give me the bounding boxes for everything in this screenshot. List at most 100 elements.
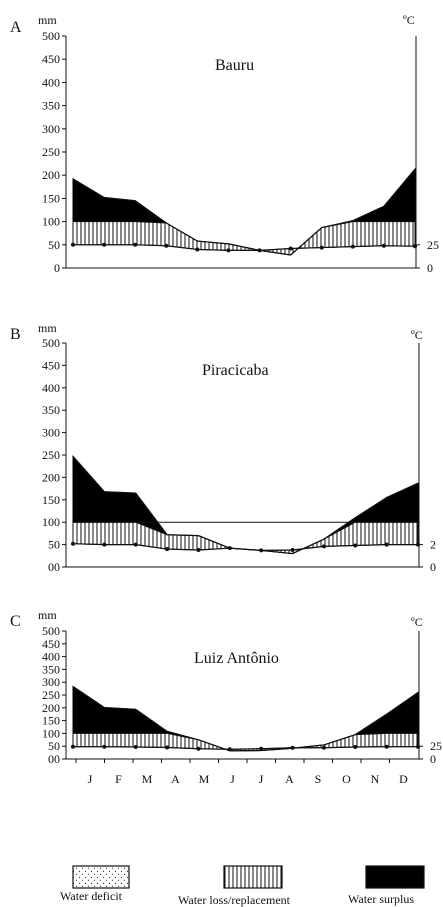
temperature-point (227, 546, 232, 551)
temperature-point (350, 244, 355, 249)
y-tick-label: 200 (42, 701, 60, 715)
temperature-point (71, 541, 75, 546)
month-label: D (399, 772, 408, 786)
right-tick-label: 25 (427, 238, 439, 252)
panel-luiz-antonio: C mm ºC Luiz Antônio 5004504003503002502… (10, 608, 442, 766)
right-tick-label: 25 (430, 739, 442, 753)
y-tick-label: 150 (42, 714, 60, 728)
right-tick-label: 0 (430, 752, 436, 766)
precipitation-line (72, 168, 416, 256)
temperature-point (416, 744, 420, 749)
temperature-point (384, 744, 389, 749)
y-tick-label: 100 (42, 215, 60, 229)
month-label: A (171, 772, 180, 786)
y-tick-label: 400 (42, 381, 60, 395)
unit-left-label: mm (38, 13, 57, 27)
y-tick-label: 50 (48, 739, 60, 753)
unit-left-label: mm (38, 321, 57, 335)
temperature-point (227, 747, 232, 752)
y-tick-label: 150 (42, 191, 60, 205)
temperature-point (164, 243, 169, 248)
month-label: J (230, 772, 235, 786)
temperature-point (353, 543, 358, 548)
temperature-point (288, 246, 293, 251)
temperature-point (133, 542, 138, 547)
temperature-point (319, 245, 324, 250)
legend-swatch-deficit (72, 865, 130, 889)
temperature-point (102, 744, 107, 749)
temperature-point (353, 744, 358, 749)
right-axis-ticks: 25 0 (416, 238, 439, 275)
right-axis-ticks: 250 (419, 739, 442, 766)
station-title: Luiz Antônio (194, 650, 279, 667)
temperature-point (259, 548, 264, 553)
y-tick-label: 350 (42, 403, 60, 417)
unit-right-label: ºC (411, 615, 423, 629)
temperature-point (290, 745, 295, 750)
unit-left-label: mm (38, 608, 57, 622)
y-tick-label: 450 (42, 52, 60, 66)
station-title: Piracicaba (202, 362, 269, 379)
month-label: J (259, 772, 264, 786)
y-tick-label: 50 (48, 538, 60, 552)
y-tick-label: 300 (42, 426, 60, 440)
y-tick-label: 50 (48, 238, 60, 252)
temperature-point (259, 746, 264, 751)
y-tick-label: 00 (48, 560, 60, 574)
y-tick-label: 500 (42, 624, 60, 638)
panel-letter: A (10, 19, 22, 36)
unit-right-label: ºC (411, 328, 423, 342)
temperature-point (71, 242, 75, 247)
temperature-point (196, 547, 201, 552)
temperature-point (133, 744, 138, 749)
legend-swatch-surplus (365, 865, 425, 889)
temperature-point (226, 248, 231, 253)
panel-letter: C (10, 613, 21, 630)
y-tick-label: 200 (42, 168, 60, 182)
legend-label-loss: Water loss/replacement (178, 893, 291, 907)
right-tick-label: 2 (430, 538, 436, 552)
y-tick-label: 0 (54, 261, 60, 275)
legend-swatch-loss (223, 865, 283, 889)
right-tick-label: 0 (430, 560, 436, 574)
month-label: S (315, 772, 322, 786)
y-tick-label: 150 (42, 493, 60, 507)
temperature-point (413, 244, 417, 249)
month-label: M (199, 772, 210, 786)
temperature-line (73, 746, 418, 750)
y-tick-label: 250 (42, 145, 60, 159)
month-label: A (285, 772, 294, 786)
y-tick-label: 250 (42, 448, 60, 462)
month-label: J (88, 772, 93, 786)
plot-area (66, 685, 420, 760)
y-tick-label: 300 (42, 675, 60, 689)
temperature-point (416, 542, 420, 547)
month-label: M (142, 772, 153, 786)
temperature-point (165, 547, 170, 552)
temperature-point (381, 243, 386, 248)
temperature-point (102, 542, 107, 547)
temperature-point (196, 746, 201, 751)
temperature-point (257, 248, 262, 253)
temperature-point (102, 242, 107, 247)
unit-right-label: ºC (403, 13, 415, 27)
y-tick-label: 100 (42, 515, 60, 529)
temperature-line (73, 244, 416, 251)
y-axis-ticks: 500 450 400 350 300 250 200 150 100 50 00 (42, 336, 420, 574)
plot-area (66, 167, 417, 269)
temperature-point (321, 544, 326, 549)
temperature-point (71, 744, 75, 749)
y-tick-label: 100 (42, 726, 60, 740)
right-tick-label: 0 (427, 261, 433, 275)
temperature-point (384, 542, 389, 547)
month-label: O (342, 772, 351, 786)
temperature-point (195, 247, 200, 252)
temperature-line (72, 543, 418, 552)
y-tick-label: 400 (42, 650, 60, 664)
y-tick-label: 500 (42, 29, 60, 43)
temperature-point (321, 745, 326, 750)
panel-bauru: A mm ºC Bauru 50045040035030025020015010… (10, 13, 439, 275)
